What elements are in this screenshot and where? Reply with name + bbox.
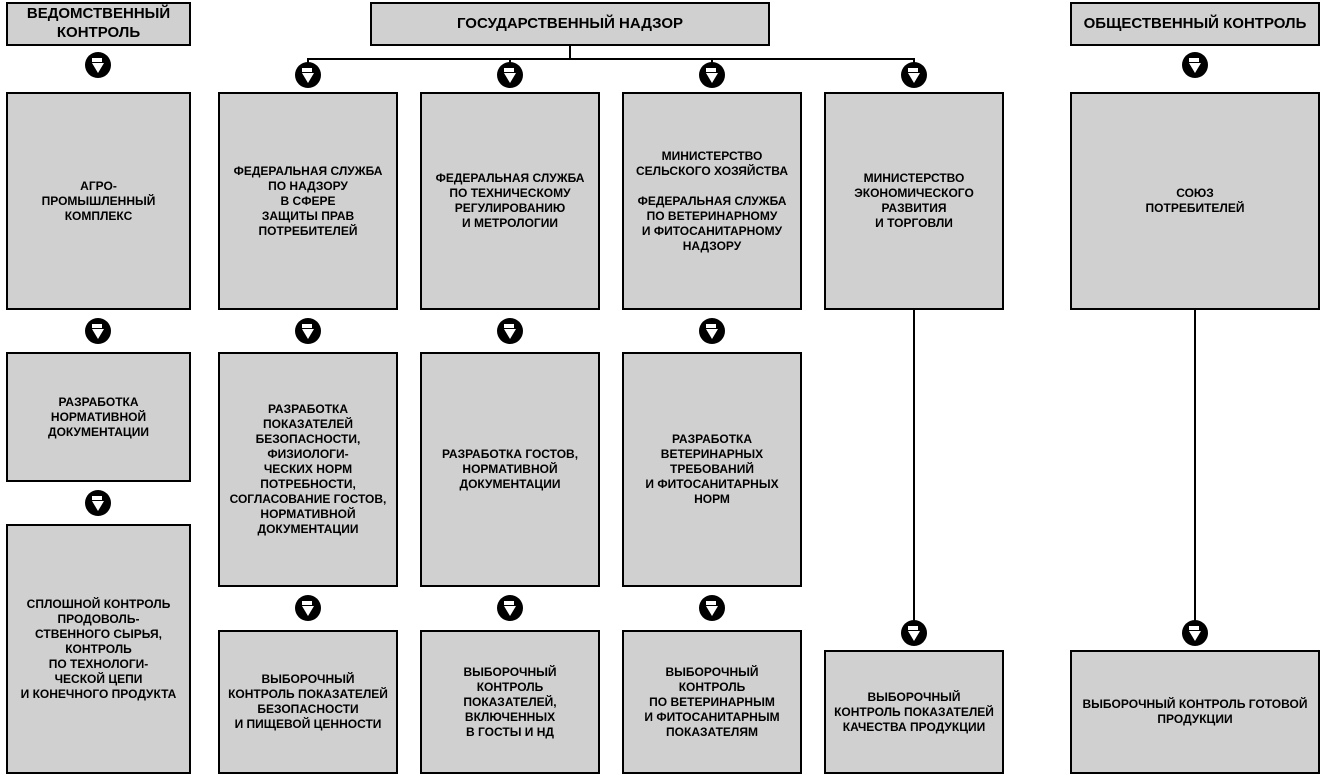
arrow-down-icon [85,490,111,516]
header-label: ВЕДОМСТВЕННЫЙ КОНТРОЛЬ [16,5,181,43]
box-text: ФЕДЕРАЛЬНАЯ СЛУЖБА ПО ТЕХНИЧЕСКОМУ РЕГУЛ… [430,171,590,231]
arrow-down-icon [85,52,111,78]
long-line-c5 [1194,310,1196,622]
header-departmental: ВЕДОМСТВЕННЫЙ КОНТРОЛЬ [6,2,191,46]
box-min-agri: МИНИСТЕРСТВО СЕЛЬСКОГО ХОЗЯЙСТВА ФЕДЕРАЛ… [622,92,802,310]
arrow-down-icon [295,595,321,621]
header-label: ГОСУДАРСТВЕННЫЙ НАДЗОР [457,15,683,34]
box-text: МИНИСТЕРСТВО ЭКОНОМИЧЕСКОГО РАЗВИТИЯ И Т… [834,171,994,231]
connector-stub [569,46,571,58]
box-r2-c0: РАЗРАБОТКА НОРМАТИВНОЙ ДОКУМЕНТАЦИИ [6,352,191,482]
box-r3-c4: ВЫБОРОЧНЫЙ КОНТРОЛЬ ПОКАЗАТЕЛЕЙ КАЧЕСТВА… [824,650,1004,774]
box-fed-tech: ФЕДЕРАЛЬНАЯ СЛУЖБА ПО ТЕХНИЧЕСКОМУ РЕГУЛ… [420,92,600,310]
box-text: ВЫБОРОЧНЫЙ КОНТРОЛЬ ПОКАЗАТЕЛЕЙ, ВКЛЮЧЕН… [430,665,590,740]
box-r3-c2: ВЫБОРОЧНЫЙ КОНТРОЛЬ ПОКАЗАТЕЛЕЙ, ВКЛЮЧЕН… [420,630,600,774]
box-min-econ: МИНИСТЕРСТВО ЭКОНОМИЧЕСКОГО РАЗВИТИЯ И Т… [824,92,1004,310]
box-r2-c2: РАЗРАБОТКА ГОСТОВ, НОРМАТИВНОЙ ДОКУМЕНТА… [420,352,600,587]
box-text: РАЗРАБОТКА ПОКАЗАТЕЛЕЙ БЕЗОПАСНОСТИ, ФИЗ… [228,402,388,537]
arrow-down-icon [1182,620,1208,646]
box-fed-consumer: ФЕДЕРАЛЬНАЯ СЛУЖБА ПО НАДЗОРУ В СФЕРЕ ЗА… [218,92,398,310]
box-text: СПЛОШНОЙ КОНТРОЛЬ ПРОДОВОЛЬ- СТВЕННОГО С… [16,597,181,702]
arrow-down-icon [699,318,725,344]
box-text: ВЫБОРОЧНЫЙ КОНТРОЛЬ ПО ВЕТЕРИНАРНЫМ И ФИ… [632,665,792,740]
box-r3-c1: ВЫБОРОЧНЫЙ КОНТРОЛЬ ПОКАЗАТЕЛЕЙ БЕЗОПАСН… [218,630,398,774]
arrow-down-icon [295,62,321,88]
box-text: РАЗРАБОТКА ВЕТЕРИНАРНЫХ ТРЕБОВАНИЙ И ФИТ… [632,432,792,507]
arrow-down-icon [699,595,725,621]
box-r3-c0: СПЛОШНОЙ КОНТРОЛЬ ПРОДОВОЛЬ- СТВЕННОГО С… [6,524,191,774]
box-text: ФЕДЕРАЛЬНАЯ СЛУЖБА ПО НАДЗОРУ В СФЕРЕ ЗА… [228,164,388,239]
box-r2-c1: РАЗРАБОТКА ПОКАЗАТЕЛЕЙ БЕЗОПАСНОСТИ, ФИЗ… [218,352,398,587]
box-text: АГРО- ПРОМЫШЛЕННЫЙ КОМПЛЕКС [16,179,181,224]
box-text: ВЫБОРОЧНЫЙ КОНТРОЛЬ ПОКАЗАТЕЛЕЙ КАЧЕСТВА… [834,690,994,735]
arrow-down-icon [699,62,725,88]
header-label: ОБЩЕСТВЕННЫЙ КОНТРОЛЬ [1084,15,1307,34]
arrow-down-icon [1182,52,1208,78]
header-state: ГОСУДАРСТВЕННЫЙ НАДЗОР [370,2,770,46]
box-r3-c5: ВЫБОРОЧНЫЙ КОНТРОЛЬ ГОТОВОЙ ПРОДУКЦИИ [1070,650,1320,774]
box-text: СОЮЗ ПОТРЕБИТЕЛЕЙ [1146,186,1245,216]
box-text: РАЗРАБОТКА ГОСТОВ, НОРМАТИВНОЙ ДОКУМЕНТА… [430,447,590,492]
long-line-c4 [913,310,915,622]
arrow-down-icon [497,595,523,621]
box-text: РАЗРАБОТКА НОРМАТИВНОЙ ДОКУМЕНТАЦИИ [16,395,181,440]
arrow-down-icon [497,318,523,344]
box-r3-c3: ВЫБОРОЧНЫЙ КОНТРОЛЬ ПО ВЕТЕРИНАРНЫМ И ФИ… [622,630,802,774]
box-r2-c3: РАЗРАБОТКА ВЕТЕРИНАРНЫХ ТРЕБОВАНИЙ И ФИТ… [622,352,802,587]
header-public: ОБЩЕСТВЕННЫЙ КОНТРОЛЬ [1070,2,1320,46]
box-agro: АГРО- ПРОМЫШЛЕННЫЙ КОМПЛЕКС [6,92,191,310]
arrow-down-icon [85,318,111,344]
box-consumer-union: СОЮЗ ПОТРЕБИТЕЛЕЙ [1070,92,1320,310]
box-text: МИНИСТЕРСТВО СЕЛЬСКОГО ХОЗЯЙСТВА ФЕДЕРАЛ… [632,149,792,254]
box-text: ВЫБОРОЧНЫЙ КОНТРОЛЬ ГОТОВОЙ ПРОДУКЦИИ [1080,697,1310,727]
arrow-down-icon [497,62,523,88]
arrow-down-icon [901,62,927,88]
connector-hline [308,58,914,60]
arrow-down-icon [295,318,321,344]
box-text: ВЫБОРОЧНЫЙ КОНТРОЛЬ ПОКАЗАТЕЛЕЙ БЕЗОПАСН… [228,672,388,732]
arrow-down-icon [901,620,927,646]
